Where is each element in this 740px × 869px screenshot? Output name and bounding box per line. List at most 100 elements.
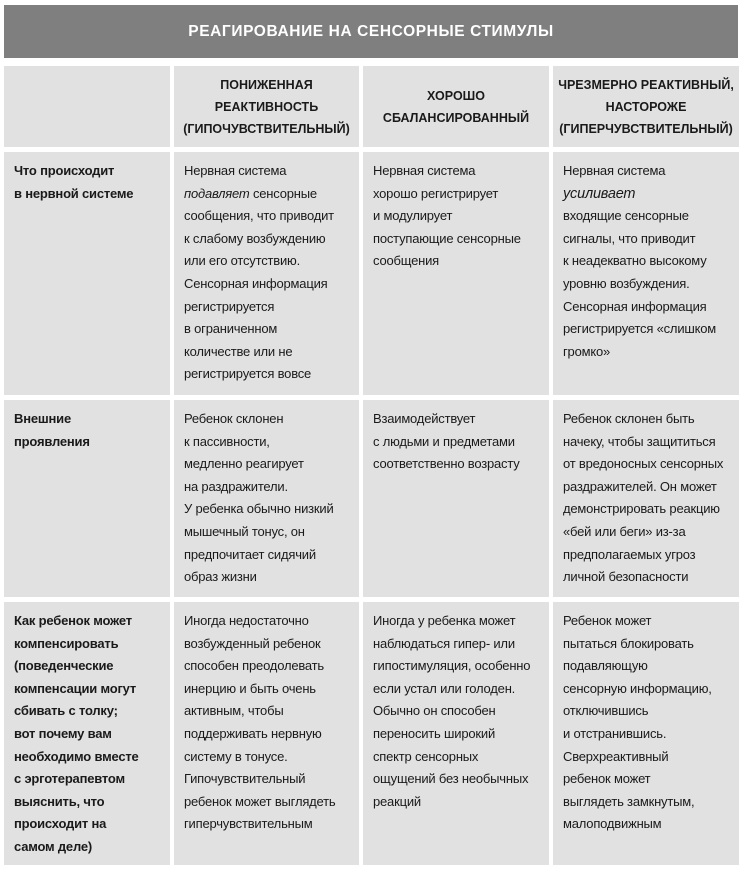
row-header: Что происходит в нервной системе: [4, 152, 170, 395]
cell-line: У ребенка обычно низкий: [184, 501, 334, 517]
cell-line: поступающие сенсорные: [373, 230, 521, 246]
cell-line: Ребенок склонен: [184, 411, 284, 426]
cell-line: ребенок может выглядеть: [184, 793, 336, 809]
cell-line: к слабому возбуждению: [184, 230, 326, 246]
sensory-table: ПОНИЖЕННАЯ РЕАКТИВНОСТЬ (ГИПОЧУВСТВИТЕЛЬНЫ…: [4, 66, 739, 865]
cell-line: раздражителей. Он может: [563, 478, 717, 494]
cell-line: Как ребенок может: [14, 613, 132, 628]
cell-line: выяснить, что: [14, 793, 105, 809]
cell-line: Сенсорная информация: [563, 298, 707, 314]
cell-line: с людьми и предметами: [373, 433, 515, 449]
cell-line: регистрируется вовсе: [184, 366, 312, 382]
cell-line: малоподвижным: [563, 816, 662, 832]
cell-line: громко»: [563, 343, 611, 359]
cell-line: Сенсорная информация: [184, 275, 328, 291]
cell-line: возбужденный ребенок: [184, 635, 321, 651]
cell-line: спектр сенсорных: [373, 748, 479, 764]
table-cell: Ребенок склонен к пассивности, медленно ре…: [174, 400, 359, 597]
cell-line: СБАЛАНСИРОВАННЫЙ: [382, 110, 530, 125]
cell-line: ХОРОШО: [427, 88, 485, 103]
cell-line: Обычно он способен: [373, 703, 496, 719]
cell-line: Сверхреактивный: [563, 748, 669, 764]
cell-line: Нервная система: [563, 163, 666, 178]
cell-line: ребенок может: [563, 771, 651, 787]
cell-line: или его отсутствию.: [184, 253, 300, 269]
cell-line: личной безопасности: [563, 569, 689, 585]
cell-line: систему в тонусе.: [184, 748, 288, 764]
cell-line: инерцию и быть очень: [184, 680, 316, 696]
cell-line: регистрируется «слишком: [563, 321, 717, 337]
cell-line: (ГИПЕРЧУВСТВИТЕЛЬНЫЙ): [559, 121, 733, 136]
cell-line: в нервной системе: [14, 185, 134, 201]
cell-line: ЧРЕЗМЕРНО РЕАКТИВНЫЙ,: [558, 77, 734, 92]
cell-line: сенсорную информацию,: [563, 680, 712, 696]
cell-line: входящие сенсорные: [563, 208, 689, 224]
cell-line: к пассивности,: [184, 433, 270, 449]
cell-line: хорошо регистрирует: [373, 185, 499, 201]
cell-line: (поведенческие: [14, 658, 114, 674]
cell-line: сообщения, что приводит: [184, 208, 334, 224]
cell-line: самом деле): [14, 838, 92, 854]
cell-line: необходимо вместе: [14, 748, 139, 764]
row-header: Как ребенок может компенсировать (поведенч…: [4, 602, 170, 865]
cell-line: РЕАКТИВНОСТЬ: [214, 99, 319, 114]
cell-line: «бей или беги» из-за: [563, 523, 686, 539]
cell-line: образ жизни: [184, 569, 257, 585]
cell-line: Внешние: [14, 411, 71, 426]
column-header: ЧРЕЗМЕРНО РЕАКТИВНЫЙ, НАСТОРОЖЕ (ГИПЕРЧУВС…: [553, 66, 739, 147]
cell-line: вот почему вам: [14, 725, 112, 741]
cell-line: НАСТОРОЖЕ: [605, 99, 687, 114]
cell-line: Ребенок может: [563, 613, 652, 628]
cell-line: и модулирует: [373, 208, 453, 224]
cell-line: выглядеть замкнутым,: [563, 793, 695, 809]
cell-line: демонстрировать реакцию: [563, 501, 720, 517]
cell-line: Взаимодействует: [373, 411, 476, 426]
table-cell: Нервная система хорошо регистрирует и моду…: [363, 152, 549, 395]
cell-line: предпочитает сидячий: [184, 546, 316, 562]
cell-line: сообщения: [373, 253, 440, 269]
header-empty: [4, 66, 170, 147]
cell-line: в ограниченном: [184, 321, 278, 337]
cell-line: поддерживать нервную: [184, 725, 322, 741]
cell-line: и отстранившись.: [563, 725, 667, 741]
column-header: ПОНИЖЕННАЯ РЕАКТИВНОСТЬ (ГИПОЧУВСТВИТЕЛЬНЫ…: [174, 66, 359, 147]
cell-line: предполагаемых угроз: [563, 546, 696, 562]
cell-line: реакций: [373, 793, 421, 809]
cell-line: начеку, чтобы защититься: [563, 433, 716, 449]
cell-line: к неадекватно высокому: [563, 253, 707, 269]
cell-line: если устал или голоден.: [373, 680, 516, 696]
cell-line: происходит на: [14, 816, 107, 832]
cell-line: от вредоносных сенсорных: [563, 456, 724, 472]
cell-line: Ребенок склонен быть: [563, 411, 695, 426]
table-cell: Взаимодействует с людьми и предметами соот…: [363, 400, 549, 597]
cell-line: Иногда у ребенка может: [373, 613, 516, 628]
cell-line: компенсировать: [14, 635, 119, 651]
cell-line: сигналы, что приводит: [563, 230, 696, 246]
table-cell: Ребенок может пытаться блокировать подавля…: [553, 602, 739, 865]
cell-line: Что происходит: [14, 163, 115, 178]
table-cell: Нервная система усиливает входящие сенсорн…: [553, 152, 739, 395]
cell-line: на раздражители.: [184, 478, 288, 494]
table-title: РЕАГИРОВАНИЕ НА СЕНСОРНЫЕ СТИМУЛЫ: [4, 5, 738, 58]
column-header: ХОРОШО СБАЛАНСИРОВАННЫЙ: [363, 66, 549, 147]
cell-line: уровню возбуждения.: [563, 275, 690, 291]
cell-line: проявления: [14, 433, 90, 449]
cell-line: подавляющую: [563, 658, 648, 674]
cell-line: гиперчувствительным: [184, 816, 313, 832]
cell-line: ПОНИЖЕННАЯ: [220, 77, 313, 92]
cell-line: Иногда недостаточно: [184, 613, 309, 628]
cell-line: сбивать с толку;: [14, 703, 118, 719]
table-cell: Нервная система подавляет сенсорные сообще…: [174, 152, 359, 395]
cell-line: усиливает: [563, 185, 636, 202]
cell-line: соответственно возрасту: [373, 456, 520, 472]
cell-line: активным, чтобы: [184, 703, 284, 719]
cell-line: отключившись: [563, 703, 649, 719]
table-cell: Иногда недостаточно возбужденный ребенок с…: [174, 602, 359, 865]
cell-line: с эрготерапевтом: [14, 771, 125, 787]
table-cell: Иногда у ребенка может наблюдаться гипер-…: [363, 602, 549, 865]
cell-line: компенсации могут: [14, 680, 137, 696]
row-header: Внешние проявления: [4, 400, 170, 597]
cell-line: медленно реагирует: [184, 456, 304, 472]
cell-line: Гипочувствительный: [184, 771, 306, 787]
cell-line: наблюдаться гипер- или: [373, 635, 515, 651]
